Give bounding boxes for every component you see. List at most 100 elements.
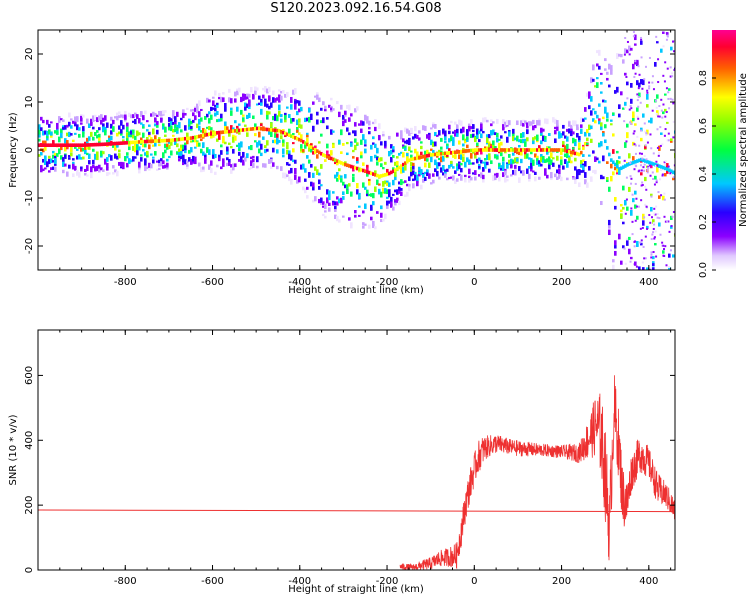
spectrogram-cell	[72, 120, 75, 124]
spectrogram-cell	[98, 115, 101, 121]
spectrogram-cell	[170, 140, 173, 146]
spectrogram-cell	[440, 157, 443, 163]
spectrogram-cell	[312, 182, 315, 188]
spectrogram-cell	[522, 119, 525, 122]
spectrogram-cell	[536, 140, 539, 143]
snr-x-axis-label: Height of straight line (km)	[288, 584, 424, 595]
spectrogram-cell	[142, 132, 145, 138]
spectrogram-cell	[594, 170, 597, 174]
spectrogram-cell	[150, 139, 153, 144]
spectrogram-cell	[554, 173, 557, 176]
spectrogram-cell	[202, 142, 205, 149]
spectrogram-cell	[216, 110, 219, 116]
spectrogram-cell	[218, 92, 221, 98]
spectrogram-cell	[410, 171, 413, 177]
spectrogram-cell	[232, 136, 235, 143]
spectrogram-cell	[408, 146, 411, 152]
spectrogram-cell	[206, 147, 209, 153]
spectrogram-cell	[530, 151, 533, 155]
spectrogram-noise-cell	[641, 261, 644, 264]
spectrogram-cell	[38, 129, 41, 135]
spectrogram-cell	[70, 143, 73, 147]
spectrogram-cell	[230, 129, 233, 134]
spectrogram-cell	[358, 205, 361, 208]
spectrogram-cell	[182, 144, 185, 150]
spectrogram-cell	[520, 133, 523, 136]
spectrogram-cell	[458, 173, 461, 176]
spectrogram-cell	[124, 114, 127, 120]
spectrogram-cell	[302, 163, 305, 170]
spectrogram-cell	[68, 164, 71, 169]
spectrogram-cell	[376, 161, 379, 166]
spectrogram-cell	[566, 161, 569, 166]
spectrogram-cell	[534, 148, 537, 152]
spectrogram-cell	[356, 189, 359, 195]
spectrogram-cell	[304, 117, 307, 123]
spectrogram-cell	[324, 210, 327, 213]
spectrogram-cell	[520, 135, 523, 139]
spectrogram-cell	[56, 153, 59, 157]
spectrogram-cell	[532, 162, 535, 166]
spectrogram-noise-cell	[660, 194, 663, 197]
spectrogram-cell	[566, 177, 569, 181]
spectrogram-cell	[674, 281, 677, 286]
spectrogram-cell	[162, 138, 165, 143]
spectrogram-cell	[184, 145, 187, 151]
spectrogram-cell	[116, 143, 119, 148]
spectrogram-cell	[46, 119, 49, 125]
spectrogram-cell	[300, 164, 303, 170]
spectrogram-cell	[636, 241, 639, 247]
spectrogram-noise-cell	[625, 176, 628, 179]
spectrogram-cell	[260, 108, 263, 115]
spectrogram-cell	[56, 143, 59, 147]
spectrogram-cell	[256, 103, 259, 106]
spectrogram-cell	[596, 114, 599, 119]
spectrogram-cell	[600, 174, 603, 180]
spectrogram-cell	[110, 123, 113, 129]
spectrogram-cell	[496, 118, 499, 124]
spectrogram-cell	[616, 160, 619, 164]
spectrogram-cell	[96, 151, 99, 158]
spectrogram-cell	[620, 213, 623, 219]
spectrogram-cell	[598, 144, 601, 148]
spectrogram-cell	[296, 119, 299, 126]
spectrogram-noise-cell	[639, 227, 642, 230]
spectrogram-cell	[520, 139, 523, 144]
spectrogram-noise-cell	[650, 267, 653, 270]
spectrogram-cell	[398, 200, 401, 206]
spectrogram-noise-cell	[649, 174, 652, 177]
spectrogram-cell	[314, 147, 317, 152]
spectrogram-cell	[338, 219, 341, 223]
spectrogram-cell	[354, 108, 357, 113]
spectrogram-cell	[362, 134, 365, 141]
spectrogram-cell	[68, 155, 71, 158]
spectrogram-cell	[606, 179, 609, 183]
snr-x-ticks: -800 -600 -400 -200 0 200 400	[37, 330, 672, 587]
spectrogram-noise-cell	[665, 32, 668, 35]
spectrogram-cell	[542, 158, 545, 163]
spectrogram-cell	[656, 167, 659, 173]
spectrogram-cell	[110, 142, 113, 146]
spectrogram-cell	[116, 132, 119, 137]
spectrogram-cell	[482, 130, 485, 134]
spectrogram-cell	[658, 222, 661, 227]
spectrogram-cell	[74, 116, 77, 122]
spectrogram-cell	[576, 133, 579, 138]
spectrogram-cell	[482, 161, 485, 164]
spectrogram-cell	[432, 149, 435, 156]
spectrogram-cell	[668, 22, 671, 25]
spectrogram-cell	[652, 219, 655, 224]
spectrogram-cell	[584, 179, 587, 185]
spectrogram-cell	[370, 206, 373, 211]
spectrogram-noise-cell	[665, 111, 668, 114]
spectrogram-cell	[252, 115, 255, 120]
spectrogram-cell	[278, 110, 281, 117]
spectrogram-cell	[180, 150, 183, 157]
spectrogram-cell	[496, 155, 499, 160]
spectrogram-cell	[492, 177, 495, 182]
spectrogram-noise-cell	[669, 249, 672, 252]
spectrogram-cell	[172, 110, 175, 114]
spectrogram-cell	[514, 164, 517, 169]
spectrogram-cell	[352, 173, 355, 177]
spectrogram-cell	[404, 161, 407, 165]
